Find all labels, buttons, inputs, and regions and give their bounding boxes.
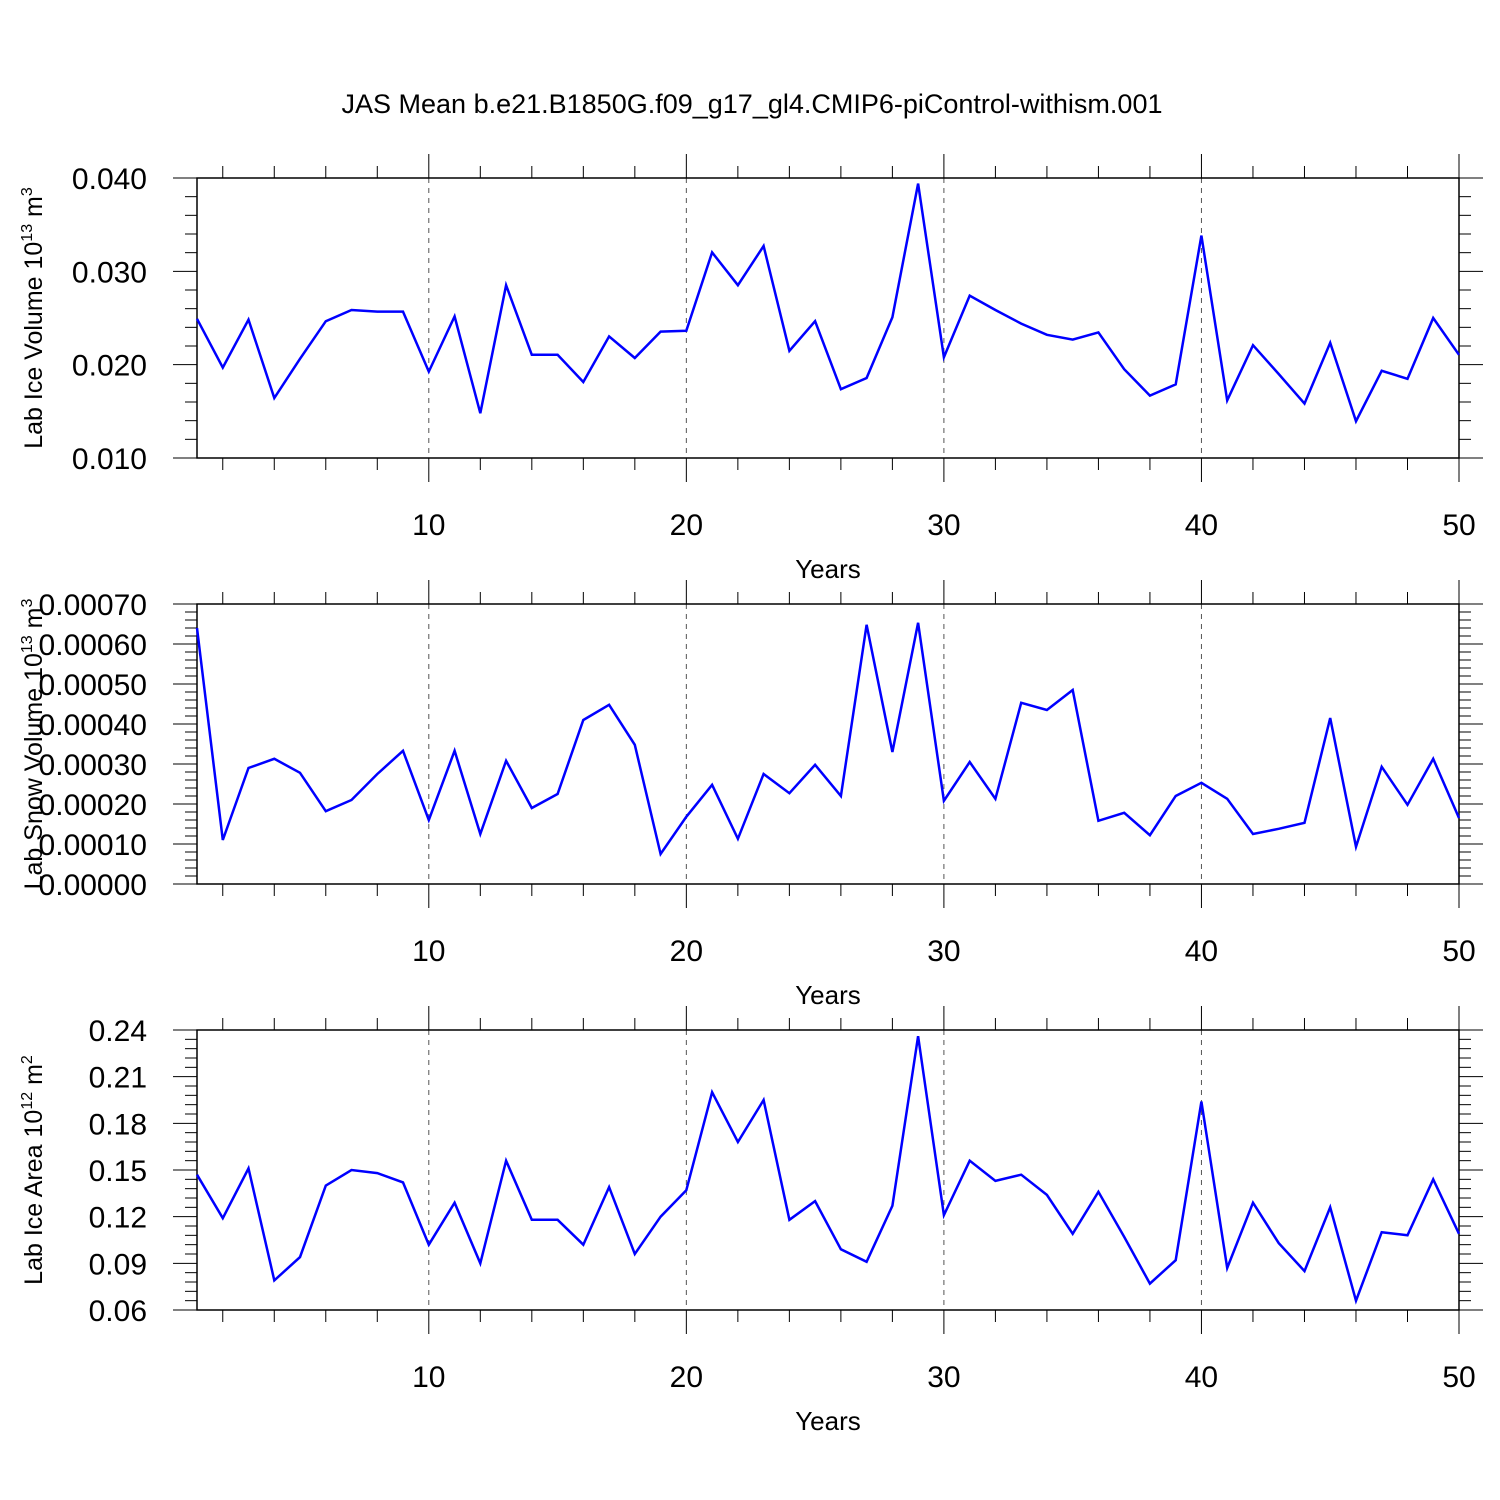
y-axis-label: Lab Ice Area 1012 m2 bbox=[19, 1055, 48, 1285]
y-tick-label: 0.00050 bbox=[39, 669, 147, 702]
x-tick-label: 10 bbox=[412, 935, 445, 968]
y-tick-label: 0.030 bbox=[72, 256, 147, 289]
y-tick-label: 0.00040 bbox=[39, 709, 147, 742]
y-tick-label: 0.21 bbox=[89, 1062, 147, 1095]
x-axis-label: Years bbox=[795, 554, 861, 584]
panel-2: 0.00000 0.00010 0.00020 0.00030 0.00040 0.000… bbox=[19, 580, 1483, 1010]
plot-frame bbox=[196, 177, 1460, 459]
y-tick-label: 0.00060 bbox=[39, 629, 147, 662]
series-line bbox=[195, 1036, 1461, 1305]
plot-frame bbox=[196, 603, 1460, 885]
x-tick-label: 20 bbox=[670, 935, 703, 968]
x-tick-label: 40 bbox=[1185, 509, 1218, 542]
x-tick-label: 30 bbox=[927, 935, 960, 968]
x-tick-label: 50 bbox=[1442, 1361, 1475, 1394]
y-tick-label: 0.06 bbox=[89, 1295, 147, 1328]
x-tick-label: 20 bbox=[670, 509, 703, 542]
x-tick-label: 10 bbox=[412, 509, 445, 542]
y-tick-label: 0.00030 bbox=[39, 749, 147, 782]
y-tick-label: 0.18 bbox=[89, 1108, 147, 1141]
panel-3: 0.06 0.09 0.12 0.15 0.18 0.21 0.24 10 20 30 40 50 Ye… bbox=[19, 1006, 1483, 1436]
y-tick-label: 0.00070 bbox=[39, 589, 147, 622]
y-tick-label: 0.15 bbox=[89, 1155, 147, 1188]
x-tick-label: 40 bbox=[1185, 935, 1218, 968]
y-tick-label: 0.24 bbox=[89, 1015, 147, 1048]
y-tick-label: 0.040 bbox=[72, 163, 147, 196]
x-tick-label: 30 bbox=[927, 509, 960, 542]
chart-title: JAS Mean b.e21.B1850G.f09_g17_gl4.CMIP6-… bbox=[342, 89, 1163, 119]
series-line bbox=[195, 183, 1461, 425]
x-tick-label: 40 bbox=[1185, 1361, 1218, 1394]
series-line bbox=[195, 622, 1461, 858]
panel-1: 0.010 0.020 0.030 0.040 10 20 30 40 50 Years Lab I… bbox=[19, 154, 1483, 584]
y-tick-label: 0.010 bbox=[72, 443, 147, 476]
x-tick-label: 30 bbox=[927, 1361, 960, 1394]
y-tick-label: 0.09 bbox=[89, 1248, 147, 1281]
y-tick-label: 0.00020 bbox=[39, 789, 147, 822]
x-tick-label: 50 bbox=[1442, 509, 1475, 542]
x-tick-label: 50 bbox=[1442, 935, 1475, 968]
x-axis-label: Years bbox=[795, 980, 861, 1010]
y-tick-label: 0.00000 bbox=[39, 869, 147, 902]
x-tick-label: 20 bbox=[670, 1361, 703, 1394]
y-axis-label: Lab Ice Volume 1013 m3 bbox=[19, 187, 48, 449]
y-tick-label: 0.12 bbox=[89, 1202, 147, 1235]
y-tick-label: 0.020 bbox=[72, 350, 147, 383]
y-axis-label: Lab Snow Volume 1013 m3 bbox=[19, 599, 48, 890]
y-tick-label: 0.00010 bbox=[39, 829, 147, 862]
x-axis-label: Years bbox=[795, 1406, 861, 1436]
plot-frame bbox=[196, 1029, 1460, 1311]
x-tick-label: 10 bbox=[412, 1361, 445, 1394]
